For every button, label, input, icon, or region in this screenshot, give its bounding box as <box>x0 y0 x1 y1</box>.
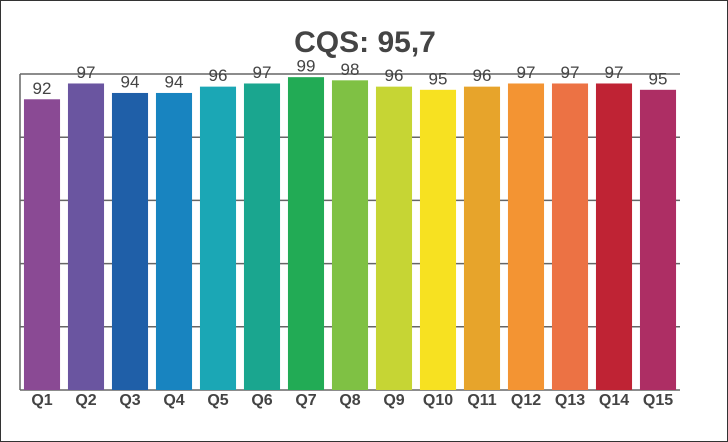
x-tick-label: Q4 <box>163 392 184 409</box>
value-label: 97 <box>517 63 536 82</box>
value-label: 97 <box>561 63 580 82</box>
x-tick-label: Q12 <box>511 392 541 409</box>
bar <box>331 80 369 390</box>
bar <box>419 89 457 391</box>
value-label: 99 <box>297 57 316 76</box>
x-tick-label: Q3 <box>119 392 140 409</box>
value-label: 98 <box>341 60 360 79</box>
bar <box>551 83 589 390</box>
value-label: 95 <box>429 69 448 88</box>
bar <box>155 92 193 391</box>
bar <box>243 83 281 390</box>
value-label: 94 <box>165 72 184 91</box>
bar <box>639 89 677 391</box>
bar <box>199 86 237 390</box>
value-label: 92 <box>33 79 52 98</box>
x-tick-label: Q6 <box>251 392 272 409</box>
value-label: 96 <box>385 66 404 85</box>
bar <box>595 83 633 390</box>
bar <box>67 83 105 390</box>
x-tick-label: Q7 <box>295 392 316 409</box>
bar <box>111 92 149 391</box>
bar <box>375 86 413 390</box>
x-tick-label: Q1 <box>31 392 52 409</box>
value-label: 97 <box>77 63 96 82</box>
x-tick-label: Q5 <box>207 392 228 409</box>
x-tick-label: Q9 <box>383 392 404 409</box>
bar <box>507 83 545 390</box>
x-tick-label: Q11 <box>467 392 496 409</box>
x-tick-label: Q15 <box>643 392 673 409</box>
bar <box>287 77 325 390</box>
value-label: 97 <box>605 63 624 82</box>
x-tick-label: Q8 <box>339 392 360 409</box>
value-label: 97 <box>253 63 272 82</box>
bar <box>463 86 501 390</box>
value-label: 95 <box>649 69 668 88</box>
value-label: 96 <box>209 66 228 85</box>
x-tick-label: Q13 <box>555 392 585 409</box>
chart-title: CQS: 95,7 <box>294 26 436 59</box>
value-label: 96 <box>473 66 492 85</box>
bar <box>23 99 61 390</box>
x-tick-label: Q14 <box>599 392 629 409</box>
x-tick-label: Q2 <box>75 392 96 409</box>
x-tick-label: Q10 <box>423 392 453 409</box>
value-label: 94 <box>121 72 140 91</box>
